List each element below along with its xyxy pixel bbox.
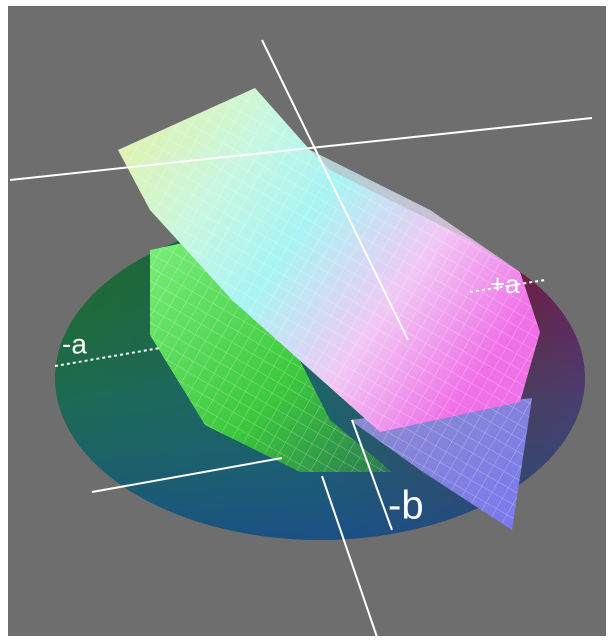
gamut-mesh: [118, 88, 540, 432]
axis-label: -b: [388, 484, 424, 528]
gamut-mesh: [150, 232, 392, 472]
axes: [9, 39, 593, 641]
axis-label: +a: [490, 269, 520, 299]
gamut-mesh: [350, 398, 532, 530]
axis-label: -a: [62, 328, 87, 359]
axis-line: [469, 279, 546, 293]
axis-line: [261, 39, 409, 341]
axis-line: [351, 419, 393, 531]
axis-line: [91, 457, 283, 493]
gamut-edge: [310, 150, 520, 272]
axis-line: [321, 475, 379, 641]
axis-line: [9, 117, 593, 181]
